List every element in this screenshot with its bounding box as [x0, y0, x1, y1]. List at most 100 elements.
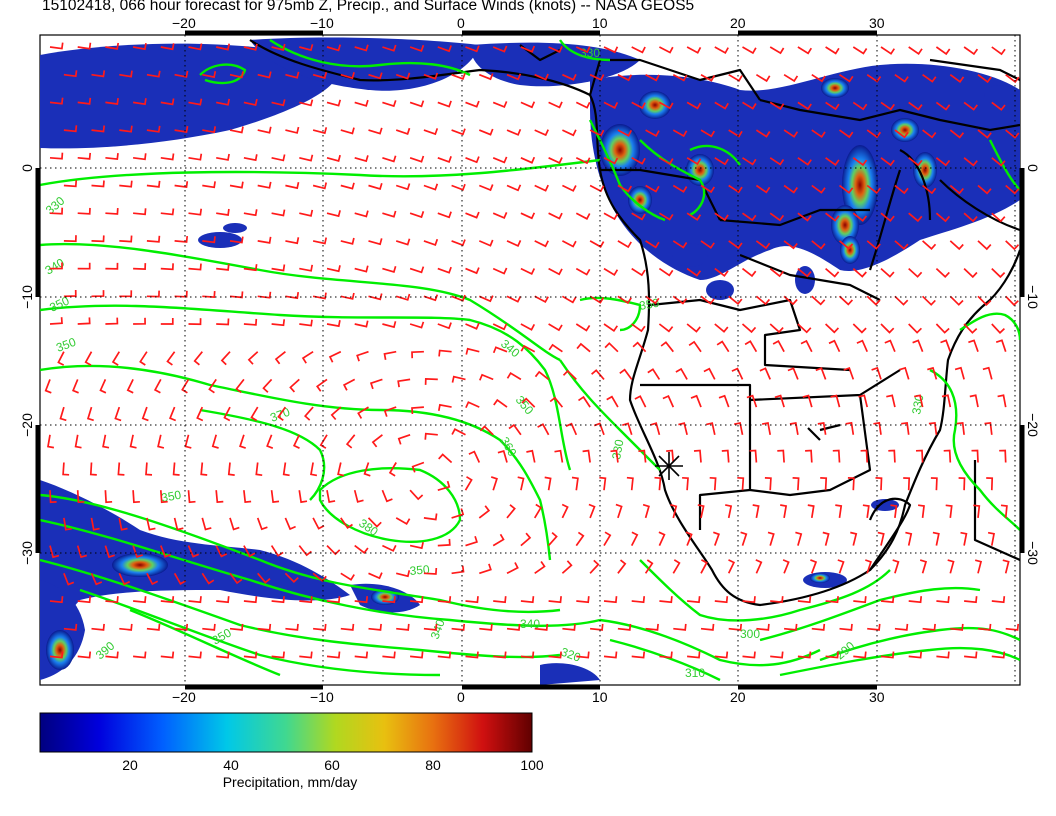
wind-barb [438, 349, 452, 357]
wind-barb [157, 434, 165, 449]
wind-barb [936, 596, 950, 604]
wind-barb [935, 157, 951, 167]
wind-barb [146, 623, 161, 631]
wind-barb [299, 651, 313, 659]
wind-barb [63, 572, 75, 586]
wind-barb [709, 476, 717, 491]
wind-barb [922, 129, 937, 139]
wind-barb [986, 477, 994, 491]
wind-barb [465, 45, 480, 53]
wind-barb [1005, 74, 1020, 84]
wind-barb [894, 240, 909, 250]
wind-barb [133, 317, 146, 325]
wind-barb [299, 44, 314, 52]
wind-barb [548, 101, 563, 109]
wind-barb [548, 212, 563, 220]
wind-barb [700, 240, 715, 249]
wind-barb [901, 421, 910, 435]
wind-barb [576, 342, 591, 353]
wind-barb [746, 394, 758, 408]
lat-tick-label: −30 [1025, 541, 1041, 565]
wind-barb [243, 651, 258, 659]
wind-barb [654, 476, 662, 491]
wind-barb [797, 596, 812, 604]
wind-barb [423, 567, 438, 575]
wind-barb [368, 238, 383, 246]
wind-barb [382, 44, 397, 52]
wind-barb [561, 503, 569, 519]
wind-barb [756, 623, 770, 631]
wind-barb [141, 406, 149, 422]
wind-barb [304, 406, 314, 421]
wind-barb [852, 323, 867, 334]
contour-label: 350 [409, 562, 430, 578]
wind-barb [229, 623, 244, 631]
wind-barb [49, 490, 57, 504]
wind-barb [963, 46, 979, 56]
wind-barb [337, 462, 345, 477]
wind-barb [160, 545, 171, 558]
wind-barb [645, 240, 660, 249]
contour-label: 300 [740, 627, 760, 641]
wind-barb [328, 350, 342, 363]
wind-barb [591, 369, 605, 380]
wind-barb [797, 651, 812, 659]
wind-barb [767, 531, 775, 546]
wind-barb [173, 572, 187, 585]
wind-barb [888, 449, 896, 463]
wind-barb [354, 596, 369, 604]
wind-barb [672, 295, 688, 305]
wind-barb [395, 570, 411, 578]
wind-barb [270, 490, 280, 504]
wind-barb [741, 323, 757, 334]
wind-barb [935, 46, 951, 56]
wind-barb [991, 651, 1006, 659]
wind-barb [759, 367, 771, 380]
wind-barb [188, 43, 203, 51]
wind-barb [562, 129, 577, 137]
colorbar-tick: 100 [520, 757, 544, 773]
wind-barb [326, 596, 341, 604]
wind-barb [451, 239, 466, 247]
wind-barb [133, 651, 147, 659]
wind-barb [437, 403, 452, 411]
wind-barb [312, 127, 328, 135]
wind-barb [437, 480, 451, 492]
wind-barb [223, 406, 231, 422]
wind-barb [862, 504, 870, 519]
wind-barb [220, 351, 231, 366]
wind-barb [678, 422, 688, 436]
wind-barb [411, 461, 425, 473]
wind-barb [119, 290, 133, 298]
wind-barb [409, 100, 425, 108]
wind-barb [132, 43, 147, 51]
right-lat-labels: 0 −10 −20 −30 [1025, 164, 1041, 565]
wind-barb [74, 434, 82, 449]
wind-barb [899, 366, 910, 380]
wind-barb [936, 651, 950, 659]
wind-barb [697, 504, 705, 519]
wind-barb [229, 181, 244, 189]
wind-barb [257, 126, 272, 134]
wind-barb [298, 490, 308, 504]
wind-barb [63, 289, 77, 298]
wind-barb [493, 651, 507, 659]
wind-barb [915, 449, 924, 463]
wind-barb [631, 157, 646, 165]
wind-barb [852, 101, 868, 111]
wind-barb [396, 623, 410, 631]
wind-barb [285, 182, 300, 190]
wind-barb [243, 490, 252, 504]
wind-barb [837, 559, 845, 574]
wind-barb [795, 531, 803, 546]
wind-barb [423, 183, 439, 191]
wind-barb [506, 73, 522, 81]
wind-barb [437, 45, 452, 53]
wind-barb [945, 504, 953, 518]
wind-barb [160, 153, 175, 161]
wind-barb [102, 434, 110, 449]
wind-barb [977, 623, 992, 631]
wind-barb [299, 596, 313, 604]
wind-barb [662, 394, 675, 408]
wind-barb [388, 462, 397, 477]
